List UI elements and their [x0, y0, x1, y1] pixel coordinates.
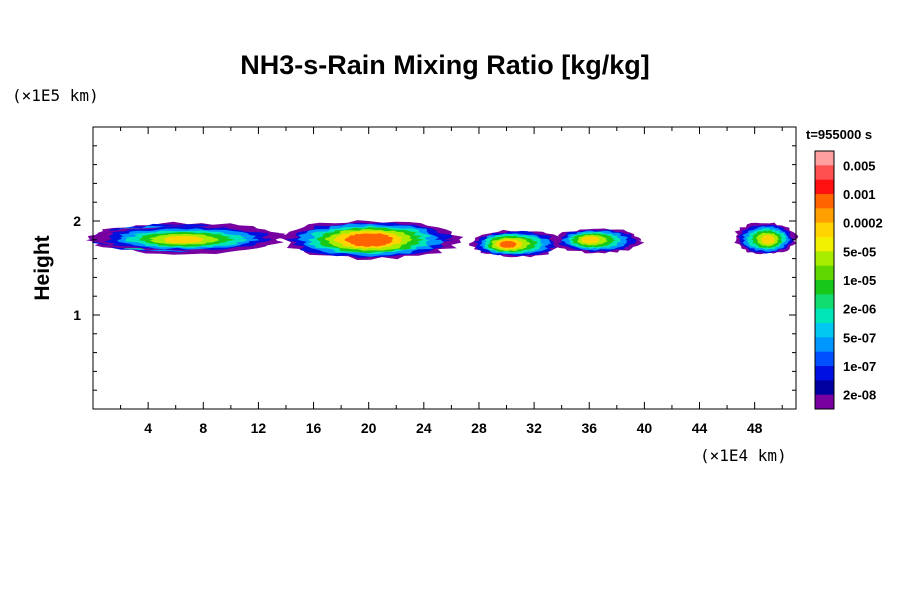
- plot-frame: [92, 126, 797, 410]
- x-tick-label: 32: [526, 420, 542, 436]
- colorbar-swatch: [815, 222, 834, 238]
- colorbar-level-label: 0.0002: [843, 216, 883, 231]
- chart-title: NH3-s-Rain Mixing Ratio [kg/kg]: [240, 50, 650, 80]
- colorbar-frame: [814, 150, 835, 410]
- colorbar-swatch: [815, 251, 834, 267]
- y-unit-label: (×1E5 km): [12, 86, 99, 105]
- x-tick-label: 48: [747, 420, 763, 436]
- colorbar-swatch: [815, 366, 834, 381]
- x-unit-label: (×1E4 km): [700, 446, 787, 465]
- colorbar-swatch: [815, 337, 834, 353]
- colorbar-level-label: 0.001: [843, 187, 876, 202]
- colorbar-level-label: 0.005: [843, 158, 876, 173]
- colorbar-swatch: [815, 323, 834, 338]
- time-label: t=955000 s: [806, 127, 872, 142]
- colorbar-swatch: [815, 208, 834, 224]
- x-tick-label: 28: [471, 420, 487, 436]
- x-tick-label: 20: [361, 420, 377, 436]
- colorbar-swatch: [815, 394, 834, 410]
- colorbar-level-label: 1e-07: [843, 359, 876, 374]
- colorbar-level-label: 2e-08: [843, 388, 876, 403]
- x-tick-label: 40: [637, 420, 653, 436]
- colorbar-swatch: [815, 151, 834, 166]
- rain-cell-contour: [353, 235, 385, 245]
- colorbar-swatch: [815, 308, 834, 324]
- colorbar-swatch: [815, 280, 834, 295]
- colorbar: 0.005 0.001 0.0002 5e-05 1e-05 2e-06 5e-07 1e-0…: [814, 150, 883, 410]
- colorbar-level-label: 5e-05: [843, 244, 876, 259]
- rain-cell-contour: [761, 235, 775, 245]
- x-tick-label: 44: [692, 420, 708, 436]
- colorbar-swatch: [815, 265, 834, 281]
- rain-cell-contour: [164, 235, 205, 244]
- x-tick-label: 16: [306, 420, 322, 436]
- colorbar-level-label: 5e-07: [843, 330, 876, 345]
- colorbar-level-label: 1e-05: [843, 273, 876, 288]
- y-axis-label: Height: [31, 235, 54, 300]
- cells-group: [86, 220, 799, 260]
- colorbar-swatch: [815, 237, 834, 252]
- x-tick-label: 12: [251, 420, 267, 436]
- colorbar-swatch: [815, 179, 834, 195]
- x-axis: 4 8 12 16 20 24 28 32 36 40 44 48: [120, 127, 783, 436]
- colorbar-swatch: [815, 351, 834, 367]
- x-tick-label: 24: [416, 420, 432, 436]
- colorbar-swatch: [815, 194, 834, 209]
- colorbar-swatch: [815, 294, 834, 310]
- x-tick-label: 36: [581, 420, 597, 436]
- colorbar-swatch: [815, 380, 834, 396]
- colorbar-level-label: 2e-06: [843, 302, 876, 317]
- x-tick-label: 4: [144, 420, 152, 436]
- rain-cell-contour: [580, 236, 601, 244]
- rain-cell-contour: [499, 240, 517, 248]
- y-tick-label: 1: [73, 307, 81, 323]
- y-tick-label: 2: [73, 213, 81, 229]
- y-axis: 12: [73, 145, 796, 391]
- colorbar-swatch: [815, 165, 834, 181]
- x-tick-label: 8: [199, 420, 207, 436]
